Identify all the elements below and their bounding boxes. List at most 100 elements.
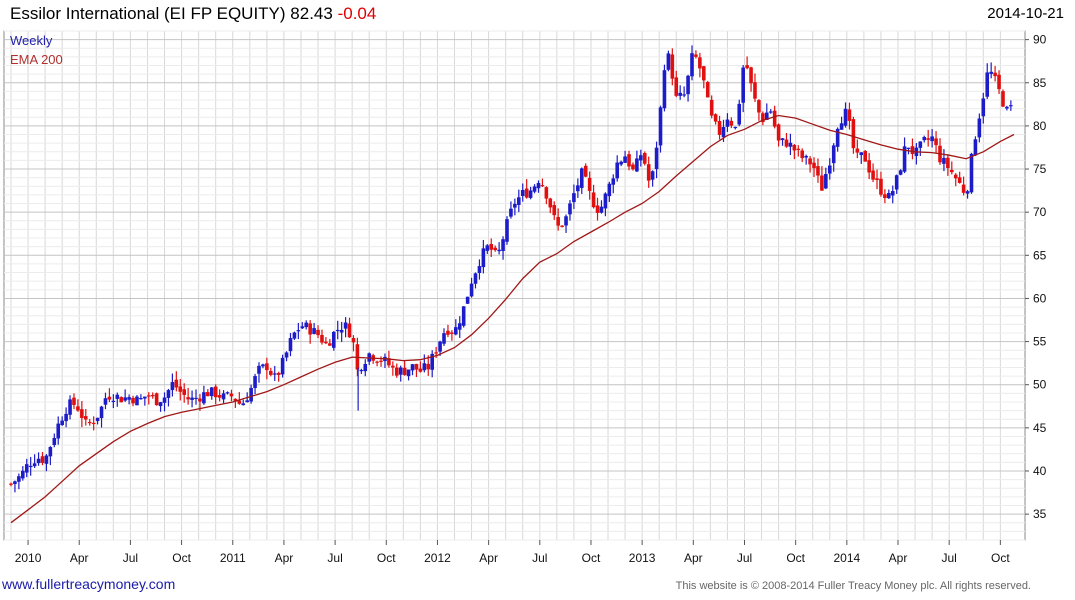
x-tick-label: Oct [786,551,805,565]
candle-body [21,470,25,479]
candle-body [103,398,108,405]
candle-body [761,113,765,123]
candle-body [646,164,651,181]
candle-body [835,128,840,147]
candle-body [930,136,934,142]
candle-body [60,420,64,426]
candle-body [501,239,505,251]
y-tick-label: 80 [1033,119,1047,133]
candle-body [178,386,183,392]
x-tick-label: Jul [327,551,342,565]
candle-body [261,364,265,367]
candle-body [265,363,269,371]
candle-body [981,98,986,117]
candle-body [107,396,112,400]
candle-body [694,54,698,57]
x-tick-label: Apr [70,551,89,565]
chart-title: Essilor International (EI FP EQUITY) 82.… [10,4,376,24]
candle-body [198,398,202,402]
candle-body [481,248,486,268]
plot-area [3,30,1026,541]
candle-body [217,395,222,398]
candle-body [812,162,816,169]
candle-body [556,216,560,226]
candle-body [123,397,127,401]
candle-body [17,476,21,482]
x-tick-label: 2011 [220,551,246,565]
candle-body [442,333,446,344]
candle-body [678,92,682,96]
candle-body [942,157,946,164]
candle-body [284,352,289,358]
candle-body [245,400,249,403]
candle-body [867,160,871,173]
candle-body [674,77,679,96]
candle-body [44,455,49,464]
candle-body [509,208,513,217]
candle-body [221,393,226,400]
candle-body [83,416,88,420]
candle-body [143,396,147,399]
candle-body [528,190,533,198]
candle-body [461,306,466,326]
candle-body [233,398,238,401]
candle-body [658,107,663,146]
candle-body [457,323,462,330]
candle-body [32,463,37,467]
candle-body [536,183,541,189]
candle-body [190,397,194,400]
candle-body [898,170,903,175]
candle-body [635,158,639,172]
y-tick-label: 60 [1033,291,1047,305]
candle-body [76,406,80,411]
candle-body [410,364,415,371]
candle-body [454,327,458,335]
candle-body [745,65,749,69]
candle-body [292,332,297,339]
candle-body [977,118,982,138]
candle-body [540,185,545,187]
candle-body [784,139,789,147]
y-tick-label: 70 [1033,205,1047,219]
y-tick-label: 35 [1033,507,1047,521]
website-link[interactable]: www.fullertreacymoney.com [2,576,176,592]
candle-body [194,397,198,400]
candle-body [961,184,966,193]
candle-body [768,111,773,113]
candle-body [95,417,100,422]
candle-body [717,120,722,135]
y-tick-label: 40 [1033,464,1047,478]
candle-body [631,164,635,170]
candle-body [776,124,781,141]
candle-body [599,206,604,213]
candle-body [241,403,246,406]
candle-body [855,148,860,153]
candle-body [154,393,159,406]
price-change: -0.04 [337,4,377,23]
candle-body [402,367,407,376]
candle-body [729,120,734,126]
legend-ema-200: EMA 200 [10,52,63,67]
candle-body [324,341,328,344]
x-tick-label: Oct [377,551,396,565]
candle-body [237,400,242,404]
candle-body [111,400,116,403]
candle-body [359,369,364,372]
candle-body [560,225,564,227]
candle-body [300,326,305,329]
candle-body [969,153,974,193]
candle-body [202,392,206,404]
candle-body [13,481,17,485]
candle-body [473,273,478,284]
x-tick-label: Jul [737,551,752,565]
candle-body [174,379,179,388]
candle-body [847,109,852,121]
candle-body [430,353,434,370]
candle-body [249,387,253,402]
candle-body [985,72,990,97]
candle-body [894,175,899,190]
x-tick-label: 2013 [629,551,656,565]
x-tick-label: Jul [942,551,957,565]
candle-body [489,243,494,250]
